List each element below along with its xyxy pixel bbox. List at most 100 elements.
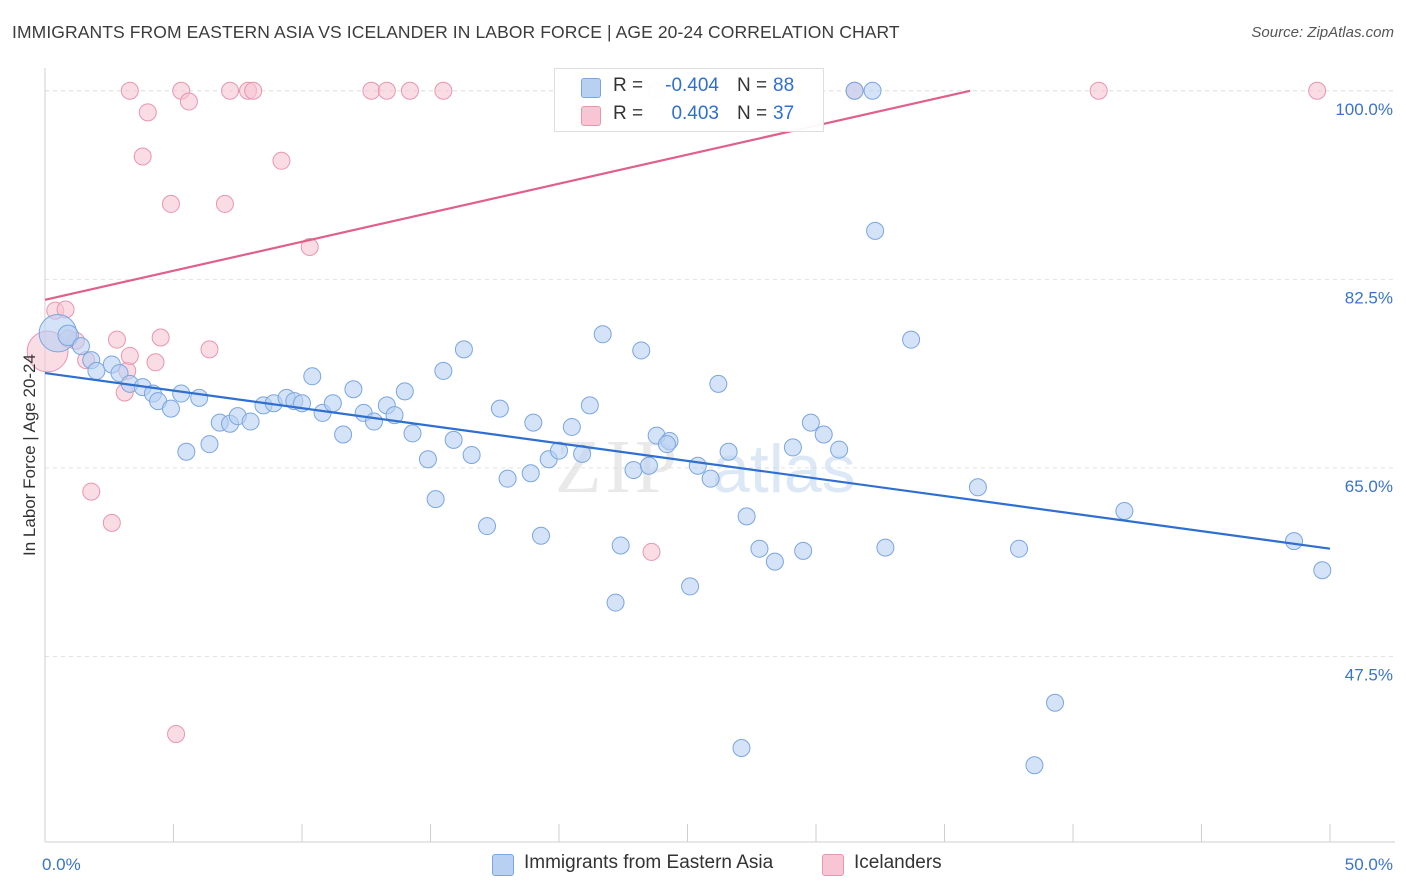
x-tick-label: 0.0% xyxy=(42,855,81,874)
eastern-asia-point xyxy=(478,517,497,536)
eastern-asia-point xyxy=(344,380,363,399)
legend-n-value: 88 xyxy=(773,75,795,96)
eastern-asia-point xyxy=(624,461,643,480)
y-tick-label: 100.0% xyxy=(1335,100,1393,119)
eastern-asia-point xyxy=(364,412,383,431)
chart-title: IMMIGRANTS FROM EASTERN ASIA VS ICELANDE… xyxy=(12,22,900,42)
watermark: ZIP atlas xyxy=(555,425,856,509)
icelander-point xyxy=(221,81,240,100)
trend-lines xyxy=(44,89,1331,550)
icelander-point xyxy=(167,725,186,744)
eastern-asia-point xyxy=(1285,532,1304,551)
eastern-asia-point xyxy=(765,552,784,571)
eastern-asia-point xyxy=(532,526,551,545)
eastern-asia-point xyxy=(161,399,180,418)
legend-n-value: 37 xyxy=(773,103,795,124)
icelander-point xyxy=(272,151,291,170)
eastern-asia-point xyxy=(323,394,342,413)
y-tick-label: 47.5% xyxy=(1345,665,1393,684)
icelander-point xyxy=(138,103,157,122)
eastern-asia-point xyxy=(334,425,353,444)
icelander-point xyxy=(244,81,263,100)
eastern-asia-point xyxy=(524,413,543,432)
eastern-asia-point xyxy=(550,441,568,460)
icelander-point xyxy=(146,353,165,372)
icelander-point xyxy=(120,346,139,365)
legend-r-label: R = xyxy=(613,75,644,96)
legend-row-eastern-asia: R = -0.404 N = 88 xyxy=(555,73,823,101)
eastern-asia-point xyxy=(444,430,463,449)
axes xyxy=(44,68,1395,843)
legend-r-value: -0.404 xyxy=(665,75,719,96)
eastern-asia-point xyxy=(801,413,820,432)
legend-r-label: R = xyxy=(613,103,644,124)
icelander-point xyxy=(179,92,198,111)
eastern-asia-point xyxy=(688,456,707,475)
eastern-asia-point xyxy=(876,538,895,557)
icelander-point xyxy=(362,81,381,100)
eastern-asia-point xyxy=(863,81,882,100)
icelander-point xyxy=(151,328,170,347)
eastern-asia-point xyxy=(562,417,581,436)
eastern-asia-point xyxy=(719,442,738,461)
eastern-asia-point xyxy=(462,445,481,464)
source-link[interactable]: ZipAtlas.com xyxy=(1307,24,1394,41)
icelander-point xyxy=(200,340,219,359)
icelander-point xyxy=(215,194,234,213)
eastern-asia-point xyxy=(830,440,849,459)
legend-swatch-blue xyxy=(581,78,601,98)
eastern-asia-point xyxy=(303,367,322,386)
legend-n-label: N = xyxy=(737,75,768,96)
eastern-asia-point xyxy=(87,361,106,380)
icelander-point xyxy=(1089,81,1108,100)
y-tick-label: 82.5% xyxy=(1345,288,1393,307)
series-swatch-pink xyxy=(822,854,844,876)
x-tick-labels: 0.0% 50.0% xyxy=(42,855,1393,874)
eastern-asia-point xyxy=(1313,561,1332,580)
legend-swatch-pink xyxy=(581,106,601,126)
eastern-asia-point xyxy=(490,399,509,418)
watermark-atlas: atlas xyxy=(712,431,856,507)
icelander-point xyxy=(642,542,661,561)
icelander-point xyxy=(102,513,121,532)
series-legend-label: Immigrants from Eastern Asia xyxy=(524,852,774,873)
eastern-asia-points xyxy=(38,81,1332,775)
eastern-asia-point xyxy=(611,536,630,555)
legend-n-label: N = xyxy=(737,103,768,124)
eastern-asia-point xyxy=(57,324,79,347)
eastern-asia-point xyxy=(434,361,453,380)
eastern-asia-point xyxy=(902,330,921,349)
chart-source: Source: ZipAtlas.com xyxy=(1251,24,1394,41)
grid-lines xyxy=(45,90,1395,657)
legend-r-value: 0.403 xyxy=(671,103,719,124)
eastern-asia-point xyxy=(968,478,987,497)
eastern-asia-point xyxy=(454,340,473,359)
eastern-asia-point xyxy=(1115,501,1134,520)
legend-row-icelanders: R = 0.403 N = 37 xyxy=(555,101,823,129)
eastern-asia-point xyxy=(1046,693,1065,712)
eastern-asia-point xyxy=(418,450,437,469)
icelander-point xyxy=(1308,81,1327,100)
eastern-asia-point xyxy=(632,341,651,360)
icelander-point xyxy=(300,238,319,257)
icelander-point xyxy=(434,81,453,100)
eastern-asia-point xyxy=(1010,539,1029,558)
icelander-point xyxy=(107,330,126,349)
source-prefix: Source: xyxy=(1251,24,1308,41)
eastern-asia-point xyxy=(593,325,612,344)
icelander-point xyxy=(120,81,139,100)
eastern-asia-point xyxy=(190,388,209,407)
eastern-asia-point xyxy=(241,412,260,431)
series-legend-label: Icelanders xyxy=(854,852,942,873)
eastern-asia-point xyxy=(750,539,769,558)
eastern-asia-point xyxy=(403,424,422,443)
series-legend: Immigrants from Eastern Asia Icelanders xyxy=(0,852,1406,878)
icelander-point xyxy=(133,147,152,166)
eastern-asia-point xyxy=(498,469,517,488)
icelander-point xyxy=(82,482,101,501)
eastern-asia-point xyxy=(681,577,700,596)
x-tick-label: 50.0% xyxy=(1345,855,1393,874)
icelanders-points xyxy=(26,81,1327,744)
eastern-asia-point xyxy=(521,464,540,483)
